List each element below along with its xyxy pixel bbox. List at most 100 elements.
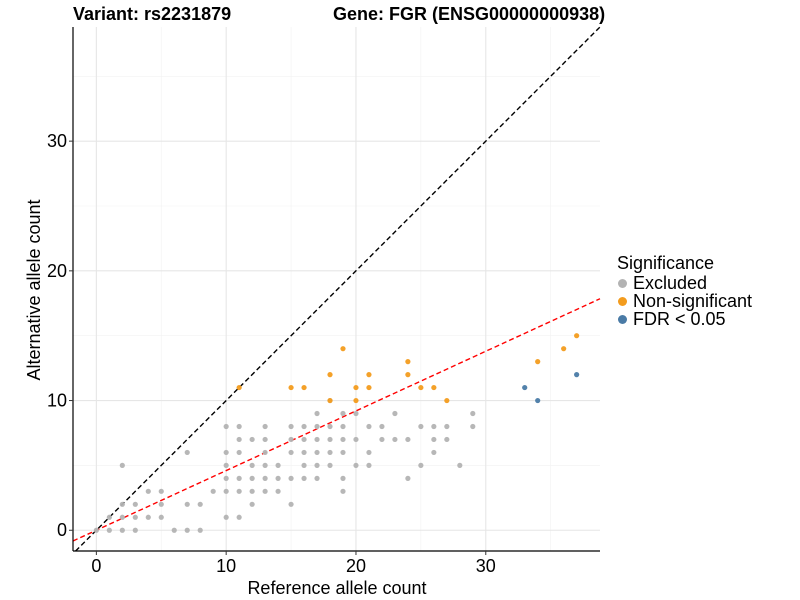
point-non-significant bbox=[301, 384, 307, 391]
x-tick-label: 10 bbox=[216, 556, 236, 576]
point-excluded bbox=[223, 475, 229, 481]
point-excluded bbox=[93, 527, 99, 533]
point-excluded bbox=[327, 449, 333, 456]
point-excluded bbox=[314, 449, 320, 456]
point-non-significant bbox=[405, 372, 411, 378]
point-excluded bbox=[184, 449, 190, 456]
point-excluded bbox=[470, 410, 476, 417]
chart-title-variant: Variant: rs2231879 bbox=[73, 4, 232, 24]
point-non-significant bbox=[353, 384, 359, 391]
point-excluded bbox=[340, 423, 346, 430]
minor-gridlines bbox=[73, 27, 600, 551]
point-non-significant bbox=[340, 346, 346, 352]
point-excluded bbox=[249, 475, 255, 481]
point-excluded bbox=[119, 462, 125, 468]
point-non-significant bbox=[366, 384, 372, 391]
y-tick-label: 10 bbox=[47, 391, 67, 411]
point-non-significant bbox=[418, 384, 424, 391]
point-excluded bbox=[145, 514, 151, 520]
chart-title-gene: Gene: FGR (ENSG00000000938) bbox=[333, 4, 606, 24]
point-excluded bbox=[301, 462, 307, 468]
point-excluded bbox=[314, 475, 320, 481]
legend-item-fdr: FDR < 0.05 bbox=[617, 310, 752, 328]
point-excluded bbox=[340, 449, 346, 456]
point-excluded bbox=[275, 462, 281, 468]
point-excluded bbox=[210, 488, 216, 494]
point-excluded bbox=[353, 462, 359, 468]
point-excluded bbox=[392, 410, 398, 417]
point-excluded bbox=[236, 436, 242, 443]
point-excluded bbox=[444, 436, 450, 443]
point-excluded bbox=[262, 449, 268, 456]
point-excluded bbox=[340, 488, 346, 494]
point-non-significant bbox=[574, 333, 580, 339]
point-excluded bbox=[223, 488, 229, 494]
point-excluded bbox=[288, 423, 294, 430]
point-non-significant bbox=[405, 359, 411, 365]
point-excluded bbox=[288, 501, 294, 507]
point-excluded bbox=[340, 475, 346, 481]
point-excluded bbox=[327, 423, 333, 430]
point-excluded bbox=[184, 501, 190, 507]
legend-title: Significance bbox=[617, 253, 715, 273]
point-excluded bbox=[366, 423, 372, 430]
point-excluded bbox=[158, 501, 164, 507]
point-excluded bbox=[171, 527, 177, 533]
point-non-significant bbox=[431, 384, 437, 391]
point-excluded bbox=[236, 475, 242, 481]
legend-swatch-non-significant bbox=[618, 296, 627, 306]
point-excluded bbox=[431, 423, 437, 430]
point-excluded bbox=[106, 527, 112, 533]
point-excluded bbox=[379, 423, 385, 430]
point-non-significant bbox=[366, 372, 372, 378]
y-tick-label: 20 bbox=[47, 261, 67, 281]
point-excluded bbox=[262, 423, 268, 430]
point-fdr-0-05 bbox=[535, 397, 541, 404]
point-excluded bbox=[262, 475, 268, 481]
point-excluded bbox=[340, 410, 346, 417]
point-non-significant bbox=[327, 397, 333, 404]
x-axis-ticks: 0 10 20 30 bbox=[91, 551, 496, 576]
point-excluded bbox=[223, 462, 229, 468]
data-points bbox=[93, 333, 580, 533]
point-excluded bbox=[236, 514, 242, 520]
point-excluded bbox=[405, 436, 411, 443]
reference-line-fit bbox=[72, 298, 601, 542]
point-fdr-0-05 bbox=[574, 372, 580, 378]
point-excluded bbox=[132, 501, 138, 507]
point-excluded bbox=[327, 462, 333, 468]
point-excluded bbox=[340, 436, 346, 443]
reference-lines bbox=[72, 26, 601, 552]
y-tick-label: 30 bbox=[47, 131, 67, 151]
point-non-significant bbox=[561, 346, 567, 352]
point-non-significant bbox=[236, 384, 242, 391]
point-excluded bbox=[119, 527, 125, 533]
legend-swatch-excluded bbox=[618, 278, 627, 288]
major-gridlines bbox=[73, 27, 600, 551]
point-excluded bbox=[327, 436, 333, 443]
legend-label-fdr: FDR < 0.05 bbox=[633, 309, 726, 329]
point-excluded bbox=[132, 527, 138, 533]
point-excluded bbox=[418, 462, 424, 468]
x-tick-label: 0 bbox=[91, 556, 101, 576]
point-excluded bbox=[431, 449, 437, 456]
point-excluded bbox=[275, 488, 281, 494]
point-non-significant bbox=[444, 397, 450, 404]
point-excluded bbox=[431, 436, 437, 443]
point-excluded bbox=[262, 436, 268, 443]
y-axis-label: Alternative allele count bbox=[24, 199, 44, 380]
point-excluded bbox=[106, 514, 112, 520]
legend-item-excluded: Excluded bbox=[617, 274, 752, 292]
legend-swatch-fdr bbox=[618, 314, 627, 324]
point-excluded bbox=[236, 449, 242, 456]
point-excluded bbox=[314, 436, 320, 443]
point-excluded bbox=[301, 436, 307, 443]
point-fdr-0-05 bbox=[522, 384, 528, 391]
y-axis-ticks: 0 10 20 30 bbox=[47, 131, 73, 540]
point-excluded bbox=[223, 423, 229, 430]
point-excluded bbox=[288, 449, 294, 456]
point-excluded bbox=[353, 410, 359, 417]
point-non-significant bbox=[353, 397, 359, 404]
point-excluded bbox=[223, 514, 229, 520]
